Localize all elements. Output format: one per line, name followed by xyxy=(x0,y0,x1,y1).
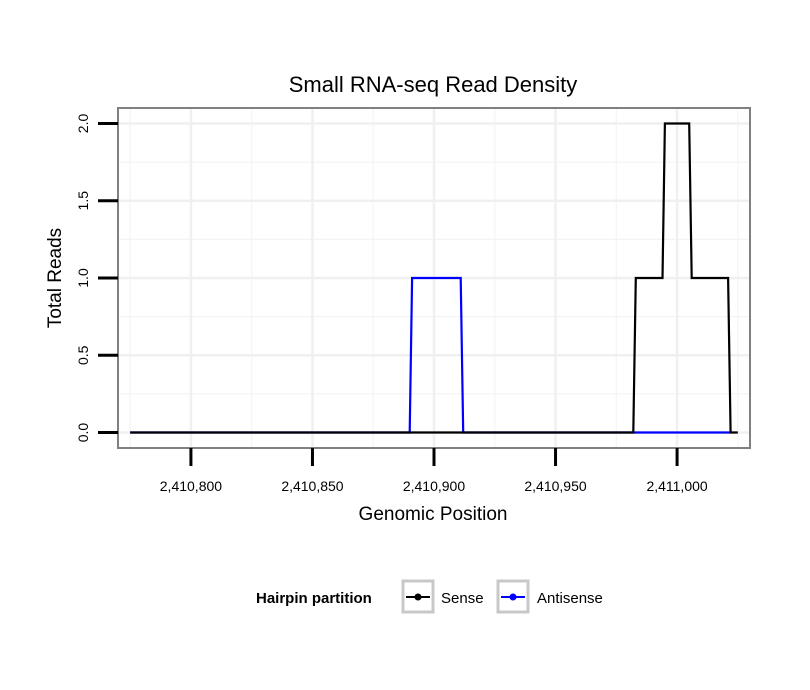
legend-item-antisense[interactable]: Antisense xyxy=(496,579,603,614)
x-tick-label: 2,410,850 xyxy=(281,478,343,494)
legend-item-sense[interactable]: Sense xyxy=(401,579,484,614)
y-tick-label: 0.0 xyxy=(75,423,91,443)
x-tick-label: 2,410,950 xyxy=(524,478,586,494)
x-axis-ticks: 2,410,800 2,410,850 2,410,900 2,410,950 2,41… xyxy=(160,448,708,494)
series-lines xyxy=(130,122,738,434)
chart-title: Small RNA-seq Read Density xyxy=(289,72,578,97)
y-tick-label: 0.5 xyxy=(75,345,91,365)
y-tick-label: 1.0 xyxy=(75,268,91,288)
series-line-sense xyxy=(130,122,738,434)
x-tick-label: 2,411,000 xyxy=(646,478,707,494)
x-tick-label: 2,410,800 xyxy=(160,478,222,494)
x-axis-label: Genomic Position xyxy=(359,504,508,525)
legend-point-antisense xyxy=(509,593,517,601)
legend-title: Hairpin partition xyxy=(256,590,372,607)
legend-label-sense: Sense xyxy=(441,590,484,607)
y-tick-label: 2.0 xyxy=(75,114,91,134)
y-axis-label: Total Reads xyxy=(45,228,66,328)
y-tick-label: 1.5 xyxy=(75,191,91,211)
y-axis-ticks: 0.0 0.5 1.0 1.5 2.0 xyxy=(75,114,118,443)
legend: Hairpin partition Sense Antisense xyxy=(256,579,603,614)
legend-label-antisense: Antisense xyxy=(537,590,603,607)
x-tick-label: 2,410,900 xyxy=(403,478,465,494)
legend-point-sense xyxy=(414,593,422,601)
